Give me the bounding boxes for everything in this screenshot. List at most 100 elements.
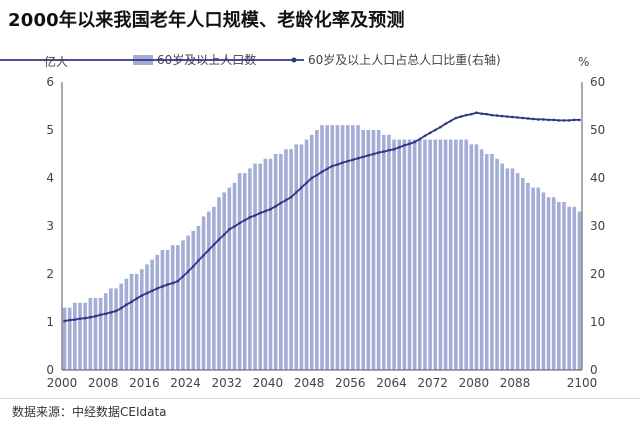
bar <box>176 245 180 370</box>
bar <box>418 139 422 370</box>
divider <box>0 398 640 399</box>
line-point <box>130 300 133 304</box>
bar <box>248 168 252 370</box>
line-point <box>408 142 411 146</box>
line-point <box>248 216 252 219</box>
line-point <box>433 128 437 132</box>
bar <box>140 269 144 370</box>
line-point <box>459 115 463 118</box>
bar-series <box>62 125 582 370</box>
line-point <box>289 195 293 199</box>
line-point <box>233 225 236 228</box>
line-point <box>485 112 489 116</box>
bar <box>299 144 304 370</box>
line-point <box>104 312 108 316</box>
bar <box>495 158 499 370</box>
bar <box>103 293 108 370</box>
line-point <box>166 283 169 286</box>
axes <box>61 82 583 371</box>
bar <box>284 149 288 370</box>
bar <box>340 125 345 370</box>
line-point <box>361 155 365 159</box>
left-tick-label: 3 <box>46 219 54 233</box>
bar <box>186 235 190 370</box>
bar <box>62 307 67 370</box>
left-tick-label: 4 <box>46 171 54 185</box>
legend-line-marker <box>291 57 297 63</box>
bar <box>557 202 561 370</box>
line-point <box>418 137 422 141</box>
bar <box>428 139 432 370</box>
line-point <box>382 150 386 153</box>
bar <box>191 230 196 370</box>
line-series <box>63 111 581 323</box>
line-point <box>552 118 555 122</box>
bar <box>83 302 87 370</box>
right-tick-label: 50 <box>590 123 605 137</box>
line-point <box>356 157 360 160</box>
left-tick-label: 1 <box>46 315 54 329</box>
line-point <box>428 131 432 135</box>
bar <box>242 173 247 370</box>
line-point <box>346 159 350 163</box>
right-tick-label: 20 <box>590 267 605 281</box>
bar <box>78 302 82 370</box>
bar <box>423 139 427 370</box>
bar <box>325 125 329 370</box>
line-point <box>310 176 314 180</box>
line-point <box>89 315 92 319</box>
line-point <box>202 253 205 257</box>
line-point <box>562 119 566 122</box>
line-point <box>531 117 535 121</box>
bar <box>361 130 365 370</box>
line-point <box>377 151 380 154</box>
bar <box>412 139 417 370</box>
bar <box>562 202 566 370</box>
line-point <box>325 167 329 171</box>
line-point <box>341 161 344 164</box>
bar <box>392 139 396 370</box>
bar <box>196 226 201 370</box>
right-tick-label: 30 <box>590 219 605 233</box>
x-tick-label: 2040 <box>253 376 284 390</box>
line-point <box>547 118 550 122</box>
bar <box>134 274 139 370</box>
bar <box>407 139 412 370</box>
x-tick-label: 2080 <box>459 376 490 390</box>
line-point <box>480 112 483 115</box>
line-point <box>140 294 144 297</box>
line-point <box>439 125 442 129</box>
bar <box>289 149 293 370</box>
left-tick-label: 2 <box>46 267 54 281</box>
bar <box>206 211 211 370</box>
line-point <box>197 259 200 262</box>
bar <box>268 158 273 370</box>
bar <box>114 288 118 370</box>
right-tick-label: 10 <box>590 315 605 329</box>
line-point <box>315 173 319 177</box>
bar <box>490 154 494 370</box>
line-point <box>372 152 375 156</box>
bar <box>464 139 468 370</box>
bar <box>531 187 535 370</box>
line-point <box>99 313 102 317</box>
bar <box>217 197 221 370</box>
line-point <box>413 140 416 144</box>
bar <box>510 168 515 370</box>
legend: 60岁及以上人口数 60岁及以上人口占总人口比重(右轴) <box>0 52 501 67</box>
line-point <box>516 116 519 119</box>
line-point <box>186 270 190 273</box>
line-point <box>470 112 473 116</box>
line-point <box>506 115 509 118</box>
left-tick-label: 0 <box>46 363 54 377</box>
bar <box>150 259 154 370</box>
line-point <box>444 122 447 126</box>
line-point <box>73 318 77 321</box>
x-tick-label: 2000 <box>47 376 78 390</box>
line-point <box>279 201 283 205</box>
bar <box>98 298 103 370</box>
bar <box>433 139 438 370</box>
bar <box>397 139 402 370</box>
bar <box>459 139 463 370</box>
